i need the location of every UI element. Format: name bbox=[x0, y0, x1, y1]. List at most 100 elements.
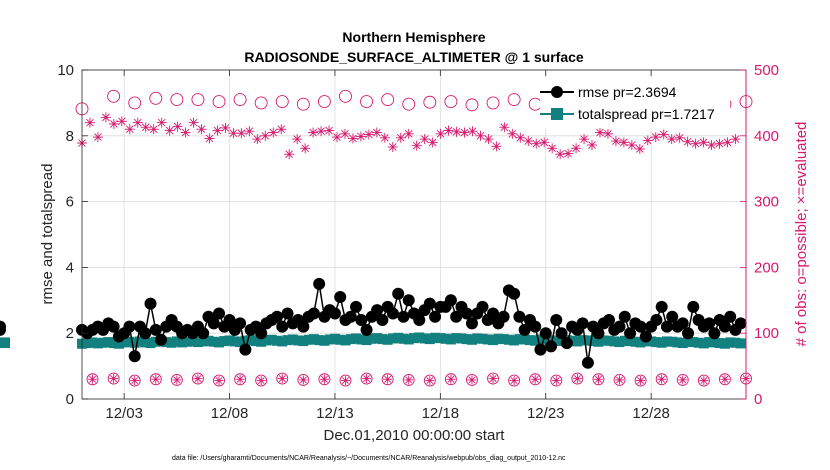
legend-box bbox=[540, 78, 730, 128]
totalspread-point bbox=[134, 336, 145, 347]
totalspread-point bbox=[603, 335, 614, 346]
possible-obs-point bbox=[296, 97, 310, 111]
rmse-point bbox=[149, 323, 162, 336]
y-left-tick-label: 6 bbox=[66, 194, 74, 211]
asterisk-stroke bbox=[102, 113, 110, 122]
possible-obs-point bbox=[592, 373, 605, 386]
asterisk-stroke bbox=[253, 135, 262, 143]
evaluated-obs-point bbox=[362, 374, 372, 384]
evaluated-obs-point bbox=[188, 117, 199, 128]
evaluated-obs-point bbox=[172, 121, 183, 132]
asterisk-stroke bbox=[213, 126, 222, 135]
asterisk-stroke bbox=[245, 127, 254, 136]
totalspread-point bbox=[219, 336, 230, 347]
rmse-point bbox=[307, 307, 320, 320]
totalspread-point bbox=[609, 336, 620, 347]
possible-obs-point bbox=[255, 374, 268, 387]
evaluated-obs-point bbox=[682, 136, 693, 147]
totalspread-point bbox=[419, 333, 430, 344]
asterisk-stroke bbox=[181, 128, 190, 137]
totalspread-point bbox=[271, 335, 282, 346]
possible-obs-point bbox=[444, 95, 458, 109]
y-left-tick-label: 4 bbox=[66, 259, 74, 276]
asterisk-stroke bbox=[675, 133, 684, 142]
totalspread-point bbox=[314, 335, 325, 346]
rmse-point bbox=[107, 320, 120, 333]
rmse-point bbox=[724, 310, 737, 323]
asterisk-stroke bbox=[683, 137, 692, 146]
rmse-point bbox=[560, 337, 573, 350]
rmse-point bbox=[397, 310, 410, 323]
asterisk-stroke bbox=[384, 375, 392, 383]
rmse-point bbox=[534, 343, 547, 356]
rmse-point bbox=[708, 327, 721, 340]
totalspread-point bbox=[145, 338, 156, 349]
evaluated-obs-point bbox=[324, 125, 335, 136]
totalspread-point bbox=[345, 334, 356, 345]
asterisk-stroke bbox=[524, 137, 533, 145]
evaluated-obs-point bbox=[316, 126, 327, 137]
evaluated-obs-point bbox=[488, 374, 498, 384]
asterisk-stroke bbox=[131, 377, 139, 385]
totalspread-point bbox=[171, 336, 182, 347]
totalspread-point bbox=[614, 337, 625, 348]
y-right-tick-label: 0 bbox=[754, 391, 762, 408]
totalspread-point bbox=[177, 337, 188, 348]
totalspread-point bbox=[119, 337, 130, 348]
totalspread-point bbox=[235, 337, 246, 348]
asterisk-stroke bbox=[173, 376, 181, 384]
rmse-point bbox=[223, 314, 236, 327]
evaluated-obs-point bbox=[491, 141, 502, 152]
asterisk-stroke bbox=[194, 375, 202, 383]
evaluated-obs-point bbox=[260, 130, 271, 141]
asterisk-stroke bbox=[700, 377, 708, 385]
totalspread-point bbox=[245, 335, 256, 346]
evaluated-obs-point bbox=[355, 131, 366, 142]
asterisk-stroke bbox=[165, 126, 174, 135]
evaluated-obs-point bbox=[132, 117, 143, 128]
rmse-point bbox=[144, 297, 157, 310]
totalspread-point bbox=[588, 336, 599, 347]
totalspread-point bbox=[714, 338, 725, 349]
totalspread-point bbox=[98, 337, 109, 348]
totalspread-point bbox=[540, 334, 551, 345]
asterisk-stroke bbox=[373, 128, 381, 137]
legend-label-rmse: rmse pr=2.3694 bbox=[578, 84, 677, 100]
evaluated-obs-point bbox=[666, 134, 677, 145]
rmse-point bbox=[297, 320, 310, 333]
totalspread-point bbox=[456, 333, 467, 344]
evaluated-obs-point bbox=[530, 374, 540, 384]
asterisk-stroke bbox=[468, 376, 476, 384]
evaluated-obs-point bbox=[626, 140, 637, 151]
asterisk-stroke bbox=[552, 377, 560, 385]
possible-obs-point bbox=[550, 374, 563, 387]
evaluated-obs-point bbox=[523, 136, 534, 147]
totalspread-point bbox=[403, 334, 414, 345]
evaluated-obs-point bbox=[563, 148, 574, 159]
asterisk-stroke bbox=[572, 144, 580, 153]
evaluated-obs-point bbox=[339, 128, 350, 139]
totalspread-point bbox=[582, 335, 593, 346]
rmse-point bbox=[313, 277, 326, 290]
evaluated-obs-point bbox=[618, 137, 629, 148]
totalspread-point bbox=[577, 335, 588, 346]
totalspread-point bbox=[387, 333, 398, 344]
asterisk-stroke bbox=[620, 138, 628, 147]
possible-obs-point bbox=[276, 372, 289, 385]
possible-obs-point bbox=[571, 372, 584, 385]
evaluated-obs-point bbox=[332, 132, 343, 143]
totalspread-point bbox=[113, 338, 124, 349]
evaluated-obs-point bbox=[690, 138, 701, 149]
rmse-point bbox=[508, 287, 521, 300]
y-right-tick-label: 400 bbox=[754, 128, 779, 145]
evaluated-obs-point bbox=[84, 117, 95, 128]
asterisk-stroke bbox=[133, 118, 142, 127]
totalspread-point bbox=[303, 334, 314, 345]
totalspread-point bbox=[509, 335, 520, 346]
totalspread-point bbox=[229, 336, 240, 347]
possible-obs-point bbox=[360, 372, 373, 385]
evaluated-obs-point bbox=[92, 132, 103, 143]
y-right-tick-label: 500 bbox=[754, 62, 779, 79]
data-file-footnote: data file: /Users/gharamti/Documents/NCA… bbox=[172, 455, 566, 462]
rmse-point bbox=[734, 317, 747, 330]
